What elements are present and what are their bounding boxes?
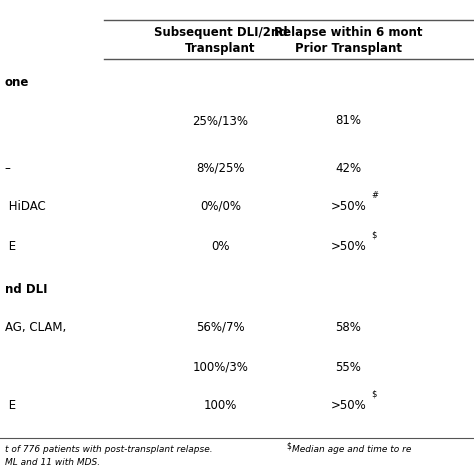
Text: >50%: >50% bbox=[330, 200, 366, 213]
Text: 81%: 81% bbox=[336, 114, 361, 128]
Text: 55%: 55% bbox=[336, 361, 361, 374]
Text: HiDAC: HiDAC bbox=[5, 200, 46, 213]
Text: nd DLI: nd DLI bbox=[5, 283, 47, 296]
Text: Median age and time to re: Median age and time to re bbox=[292, 445, 411, 454]
Text: 0%: 0% bbox=[211, 240, 230, 253]
Text: 0%/0%: 0%/0% bbox=[200, 200, 241, 213]
Text: $: $ bbox=[287, 441, 292, 450]
Text: 56%/7%: 56%/7% bbox=[196, 320, 245, 334]
Text: ML and 11 with MDS.: ML and 11 with MDS. bbox=[5, 458, 100, 466]
Text: 8%/25%: 8%/25% bbox=[196, 162, 245, 175]
Text: 100%/3%: 100%/3% bbox=[192, 361, 248, 374]
Text: >50%: >50% bbox=[330, 240, 366, 253]
Text: 42%: 42% bbox=[335, 162, 362, 175]
Text: AG, CLAM,: AG, CLAM, bbox=[5, 320, 66, 334]
Text: 100%: 100% bbox=[204, 399, 237, 412]
Text: E: E bbox=[5, 399, 16, 412]
Text: >50%: >50% bbox=[330, 399, 366, 412]
Text: $: $ bbox=[371, 231, 376, 240]
Text: #: # bbox=[371, 191, 378, 200]
Text: –: – bbox=[5, 162, 10, 175]
Text: 25%/13%: 25%/13% bbox=[192, 114, 248, 128]
Text: 58%: 58% bbox=[336, 320, 361, 334]
Text: one: one bbox=[5, 76, 29, 90]
Text: t of 776 patients with post-transplant relapse.: t of 776 patients with post-transplant r… bbox=[5, 445, 218, 454]
Text: Subsequent DLI/2nd
Transplant: Subsequent DLI/2nd Transplant bbox=[154, 26, 287, 55]
Text: $: $ bbox=[371, 390, 376, 399]
Text: Relapse within 6 mont
Prior Transplant: Relapse within 6 mont Prior Transplant bbox=[274, 26, 423, 55]
Text: E: E bbox=[5, 240, 16, 253]
